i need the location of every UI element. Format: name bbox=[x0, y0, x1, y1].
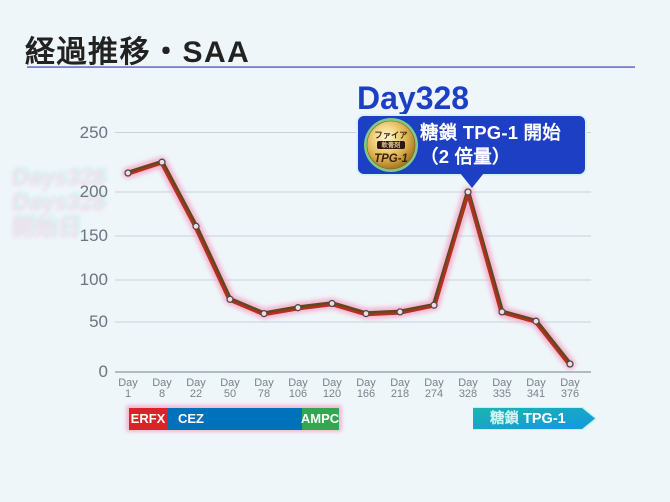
svg-text:糖鎖 TPG-1: 糖鎖 TPG-1 bbox=[490, 409, 566, 427]
svg-text:ERFX: ERFX bbox=[131, 411, 166, 426]
svg-text:CEZ: CEZ bbox=[178, 411, 204, 426]
svg-text:AMPC: AMPC bbox=[301, 411, 340, 426]
